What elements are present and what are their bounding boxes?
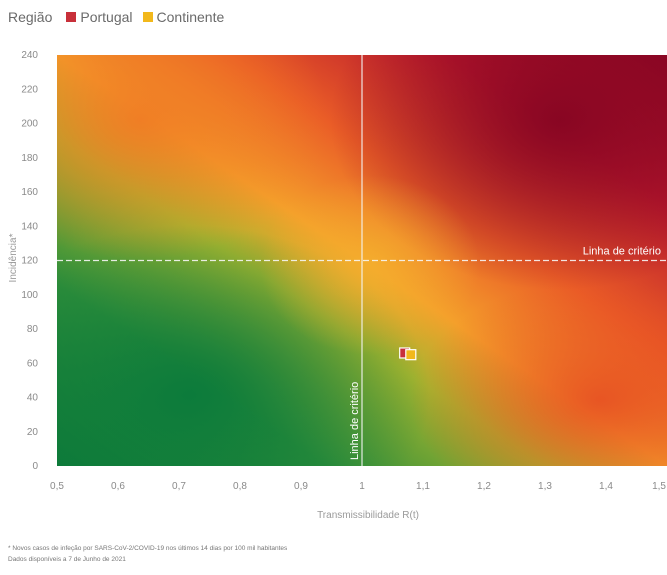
x-tick-label: 1,4 — [599, 481, 613, 492]
y-tick-label: 120 — [21, 256, 38, 267]
x-tick-label: 0,7 — [172, 481, 186, 492]
x-tick-label: 1,1 — [416, 481, 430, 492]
y-tick-label: 20 — [27, 427, 39, 438]
x-axis-title: Transmissibilidade R(t) — [317, 510, 419, 521]
y-axis-title: Incidência* — [8, 233, 19, 282]
legend-swatch-continente — [142, 12, 153, 22]
y-tick-label: 60 — [27, 358, 39, 369]
x-tick-label: 1 — [359, 481, 365, 492]
x-tick-label: 0,5 — [50, 481, 64, 492]
point-continente[interactable] — [405, 349, 417, 361]
x-tick-label: 1,2 — [477, 481, 491, 492]
x-tick-label: 0,9 — [294, 481, 308, 492]
criterion-label-horizontal: Linha de critério — [583, 246, 661, 258]
y-tick-label: 240 — [21, 50, 38, 61]
data-points — [399, 347, 417, 361]
x-tick-label: 0,8 — [233, 481, 247, 492]
y-tick-label: 200 — [21, 119, 38, 130]
y-tick-label: 160 — [21, 187, 38, 198]
footnote-line-1: * Novos casos de infeção por SARS-CoV-2/… — [8, 545, 288, 552]
x-axis: 0,5 0,6 0,7 0,8 0,9 1 1,1 1,2 1,3 1,4 1,5 — [50, 481, 666, 492]
y-tick-label: 180 — [21, 153, 38, 164]
y-tick-label: 220 — [21, 84, 38, 95]
footnote-line-2: Dados disponíveis a 7 de Junho de 2021 — [8, 556, 126, 563]
legend-label-portugal: Portugal — [80, 9, 133, 25]
y-tick-label: 0 — [32, 461, 38, 472]
y-tick-label: 100 — [21, 290, 38, 301]
legend: Região Portugal Continente — [8, 6, 228, 28]
criterion-label-vertical: Linha de critério — [349, 382, 361, 460]
x-tick-label: 1,5 — [652, 481, 666, 492]
y-tick-label: 80 — [27, 324, 39, 335]
legend-swatch-portugal — [66, 12, 77, 22]
legend-label-continente: Continente — [156, 9, 225, 25]
y-tick-label: 140 — [21, 221, 38, 232]
legend-title: Região — [8, 9, 53, 25]
x-tick-label: 1,3 — [538, 481, 552, 492]
x-tick-label: 0,6 — [111, 481, 125, 492]
y-tick-label: 40 — [27, 393, 39, 404]
legend-item-continente[interactable]: Continente — [142, 9, 225, 25]
footnote: * Novos casos de infeção por SARS-CoV-2/… — [8, 543, 287, 565]
legend-item-portugal[interactable]: Portugal — [66, 9, 133, 25]
y-axis: 0 20 40 60 80 100 120 140 160 180 200 220 240 — [21, 50, 38, 472]
